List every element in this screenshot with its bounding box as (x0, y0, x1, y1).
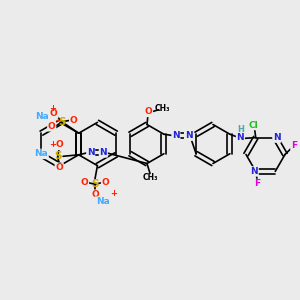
Text: +: + (49, 104, 56, 113)
Text: N: N (172, 131, 180, 140)
Text: O: O (70, 116, 77, 125)
Text: O: O (55, 163, 63, 172)
Text: O: O (91, 190, 99, 199)
Text: N: N (237, 133, 244, 142)
Text: N: N (185, 131, 192, 140)
Text: S: S (58, 117, 66, 127)
Text: H: H (238, 125, 244, 134)
Text: N: N (273, 133, 280, 142)
Text: F: F (291, 141, 297, 150)
Text: +: + (49, 140, 56, 149)
Text: +: + (110, 189, 117, 198)
Text: Na: Na (96, 197, 110, 206)
Text: O: O (55, 140, 63, 149)
Text: F: F (254, 179, 260, 188)
Text: O: O (81, 178, 88, 187)
Text: S: S (54, 151, 62, 161)
Text: Na: Na (35, 112, 49, 121)
Text: Na: Na (34, 149, 48, 158)
Text: -: - (55, 115, 59, 125)
Text: Cl: Cl (248, 121, 258, 130)
Text: O: O (145, 107, 152, 116)
Text: CH₃: CH₃ (142, 172, 158, 182)
Text: O: O (48, 122, 56, 131)
Text: CH₃: CH₃ (154, 104, 170, 113)
Text: O: O (50, 109, 58, 118)
Text: O: O (102, 178, 110, 187)
Text: N: N (87, 148, 94, 157)
Text: S: S (91, 179, 99, 189)
Text: N: N (250, 167, 258, 176)
Text: -: - (98, 193, 102, 203)
Text: N: N (100, 148, 107, 157)
